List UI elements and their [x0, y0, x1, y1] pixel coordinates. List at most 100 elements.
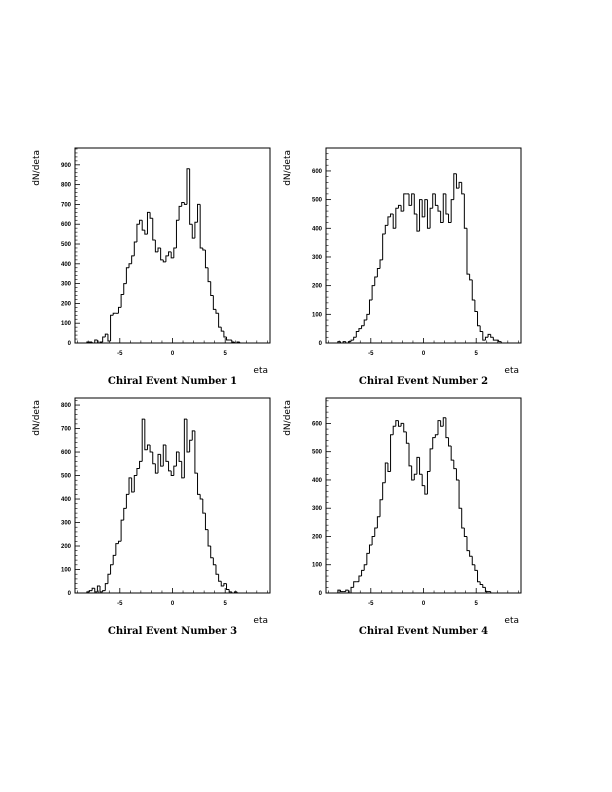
y-tick-label: 100 — [61, 568, 72, 574]
histogram-bin — [96, 585, 101, 592]
histogram-bin — [104, 333, 108, 338]
y-tick-label: 500 — [61, 474, 72, 480]
histogram-bin — [455, 173, 460, 189]
histogram-bin — [458, 479, 462, 509]
x-tick-label: 0 — [422, 601, 426, 607]
histogram-bin — [181, 201, 185, 207]
histogram-bin — [463, 528, 467, 537]
histogram-bin — [146, 444, 151, 450]
histogram-bin — [173, 247, 177, 258]
panel-caption: Chiral Event Number 3 — [108, 626, 237, 637]
histogram-bin — [91, 587, 95, 591]
histogram-bin — [350, 339, 354, 342]
y-tick-label: 400 — [61, 262, 72, 268]
histogram-bin — [186, 419, 190, 453]
histogram-bin — [387, 216, 391, 226]
histogram-bin — [107, 334, 111, 342]
histogram-bin — [204, 249, 209, 269]
y-tick-label: 400 — [312, 226, 323, 232]
histogram-bin — [421, 199, 425, 218]
y-tick-label: 300 — [312, 506, 323, 512]
histogram-bin — [194, 430, 198, 474]
plot-frame — [325, 147, 522, 344]
histogram-bin — [110, 314, 114, 342]
histogram-bin — [379, 499, 383, 517]
histogram-bin — [186, 168, 190, 205]
panel-caption: Chiral Event Number 2 — [359, 376, 488, 387]
histogram-bin — [178, 452, 182, 462]
histogram-bin — [379, 259, 383, 269]
histogram-bin — [353, 336, 357, 341]
histogram-bin — [144, 419, 148, 451]
y-tick-label: 400 — [312, 478, 323, 484]
histogram-bin — [416, 213, 420, 232]
histogram-bin — [466, 228, 470, 275]
histogram-bin — [175, 451, 180, 467]
histogram-bin — [131, 477, 135, 493]
histogram-bin — [91, 342, 95, 344]
histogram-bin — [125, 267, 130, 284]
x-tick-label: 0 — [422, 351, 426, 357]
histogram-bin — [453, 173, 457, 200]
histogram-bin — [403, 193, 407, 212]
histogram-bin — [477, 311, 481, 327]
histogram-bin — [434, 193, 438, 206]
histogram-bin — [382, 482, 386, 500]
histogram-bin — [181, 461, 185, 479]
histogram-panel-4: 0 100 200 300 400 500 600 -5 0 5 dN/deta eta Chiral … — [283, 397, 522, 637]
histogram-bin — [157, 453, 161, 474]
x-tick-label: 0 — [171, 601, 175, 607]
histogram-bin — [384, 462, 388, 483]
histogram-bin — [191, 430, 195, 441]
y-tick-label: 600 — [312, 169, 323, 175]
histogram-bin — [413, 473, 417, 480]
histogram-bin — [117, 306, 122, 314]
histogram-bin — [136, 467, 140, 476]
histogram-bin — [215, 309, 219, 314]
histogram-bin — [416, 456, 420, 475]
histogram-bin — [94, 339, 98, 343]
histogram-bin — [178, 205, 182, 221]
histogram-bin — [149, 212, 153, 219]
histogram-bin — [405, 431, 410, 444]
histogram-bin — [218, 313, 222, 328]
histogram-bin — [374, 527, 378, 537]
x-tick-label: -5 — [117, 351, 123, 357]
histogram-bin — [202, 247, 206, 251]
histogram-bin — [136, 223, 140, 243]
histogram-bin — [231, 340, 235, 343]
histogram-bin — [382, 233, 386, 260]
histogram-bin — [165, 255, 169, 262]
histogram-bin — [86, 341, 90, 343]
histogram-bin — [123, 283, 127, 295]
histogram-bin — [154, 240, 159, 253]
histogram-bin — [474, 564, 478, 571]
histogram-bin — [487, 333, 491, 338]
histogram-bin — [223, 331, 227, 338]
histogram-bin — [461, 182, 465, 195]
y-tick-label: 400 — [61, 497, 72, 503]
histogram-bin — [376, 516, 381, 528]
y-tick-label: 600 — [61, 450, 72, 456]
x-tick-label: 5 — [224, 601, 228, 607]
histogram-bin — [154, 463, 159, 474]
histogram-bin — [191, 224, 195, 239]
y-tick-label: 800 — [61, 403, 72, 409]
y-tick-label: 300 — [61, 282, 72, 288]
histogram-bin — [152, 218, 156, 241]
y-tick-label: 500 — [312, 198, 323, 204]
y-tick-label: 100 — [312, 563, 323, 569]
plot-frame — [325, 397, 522, 594]
histogram-bin — [88, 590, 93, 592]
histogram-bin — [115, 543, 119, 556]
histogram-bin — [168, 461, 172, 472]
y-tick-label: 0 — [68, 591, 72, 597]
histogram-bin — [233, 342, 238, 344]
histogram-bin — [450, 199, 454, 223]
histogram-bin — [482, 584, 486, 588]
histogram-bin — [210, 546, 214, 559]
histogram-bin — [99, 341, 103, 343]
histogram-bin — [110, 564, 114, 575]
histogram-bin — [395, 420, 399, 427]
histogram-bin — [498, 340, 502, 343]
